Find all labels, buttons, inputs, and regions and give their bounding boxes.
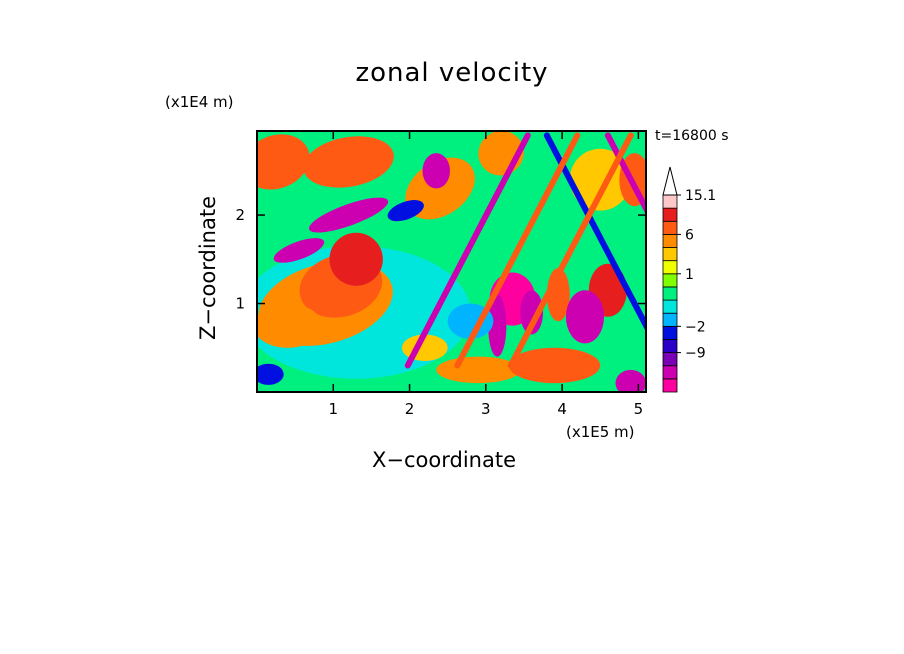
colorbar-segment	[662, 339, 678, 354]
colorbar-segment	[662, 233, 678, 248]
field-contour	[257, 134, 310, 190]
colorbar-segment	[662, 260, 678, 275]
y-tick-label: 1	[235, 295, 245, 313]
field-contour	[520, 290, 544, 335]
colorbar-segment	[662, 273, 678, 288]
y-tick-label: 2	[235, 206, 245, 224]
field-contour	[257, 363, 284, 385]
field-contour	[565, 290, 605, 344]
x-tick-label: 2	[405, 400, 415, 418]
colorbar-tick-label: 1	[685, 267, 694, 283]
field-contour	[273, 238, 325, 263]
chart-title: zonal velocity	[355, 58, 549, 88]
colorbar-segment	[662, 194, 678, 209]
field-contour	[329, 232, 383, 286]
colorbar-segment	[662, 312, 678, 327]
field-contour	[488, 294, 507, 357]
axes: 1 2 3 4 5 1 2	[235, 131, 646, 418]
x-tick-label: 1	[329, 400, 339, 418]
field-contour	[436, 356, 521, 384]
colorbar-segment	[662, 325, 678, 340]
field-band	[507, 132, 634, 369]
colorbar-tick-label: 15.1	[685, 188, 716, 204]
colorbar-segment	[662, 378, 678, 393]
colorbar-segment	[662, 365, 678, 380]
colorbar-segment	[662, 207, 678, 222]
colorbar-segment	[662, 352, 678, 367]
colorbar-tick-label: −2	[685, 319, 706, 335]
field-band	[604, 132, 646, 216]
x-tick-label: 5	[634, 400, 644, 418]
colorbar-over-arrow	[662, 166, 678, 196]
field-band	[454, 132, 581, 369]
colorbar-segment	[662, 247, 678, 262]
plot-frame	[256, 130, 647, 393]
field-contour	[387, 200, 424, 222]
field-contour	[303, 136, 394, 188]
field-band	[404, 132, 531, 369]
field-band	[543, 132, 646, 332]
x-tick-label: 4	[557, 400, 567, 418]
y-unit-label: (x1E4 m)	[165, 93, 234, 111]
plot-area	[257, 131, 646, 392]
colorbar-segment	[662, 220, 678, 235]
colorbar-tick-label: 6	[685, 227, 694, 243]
field-contour	[308, 197, 389, 233]
colorbar-segment	[662, 286, 678, 301]
time-label: t=16800 s	[655, 128, 729, 144]
field-contour	[508, 347, 601, 384]
x-tick-label: 3	[481, 400, 491, 418]
x-unit-label: (x1E5 m)	[566, 423, 635, 441]
colorbar-segment	[662, 299, 678, 314]
colorbar-tick-label: −9	[685, 346, 706, 362]
field-contour	[422, 153, 450, 189]
colorbar: 15.1 6 1 −2 −9	[662, 166, 716, 393]
x-axis-label: X−coordinate	[372, 448, 516, 472]
field-contour	[257, 303, 322, 348]
